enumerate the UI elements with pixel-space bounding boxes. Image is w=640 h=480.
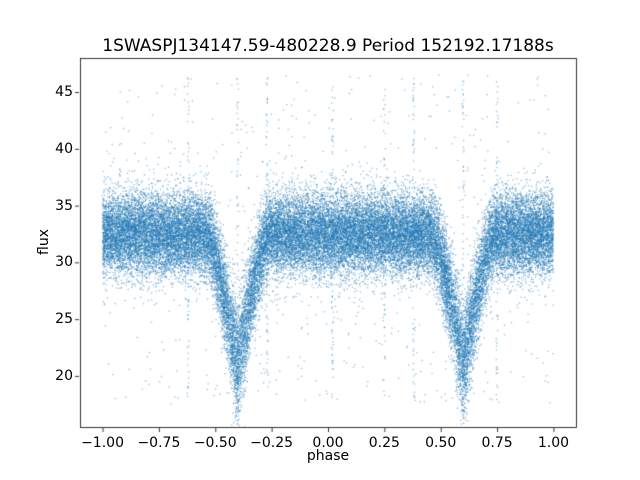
- x-tick-label: −0.75: [137, 435, 181, 451]
- x-tick-label: 0.25: [368, 435, 400, 451]
- x-tick-label: 0.75: [481, 435, 513, 451]
- y-tick-label: 20: [55, 367, 73, 384]
- x-tick-label: −0.25: [250, 435, 294, 451]
- y-tick-label: 25: [55, 311, 73, 328]
- x-tick-label: 1.00: [537, 435, 570, 451]
- y-tick-label: 30: [55, 254, 73, 271]
- y-tick-label: 45: [55, 84, 73, 101]
- y-tick-label: 35: [55, 197, 73, 214]
- x-tick-label: 0.00: [312, 435, 344, 451]
- y-tick-label: 40: [55, 140, 73, 157]
- x-axis-label: phase: [306, 448, 350, 464]
- x-tick-label: 0.50: [425, 435, 457, 451]
- y-axis-label: flux: [36, 229, 52, 255]
- x-tick-label: −1.00: [81, 435, 124, 451]
- x-tick-label: −0.50: [193, 435, 237, 451]
- chart-title: 1SWASPJ134147.59-480228.9 Period 152192.…: [102, 36, 554, 56]
